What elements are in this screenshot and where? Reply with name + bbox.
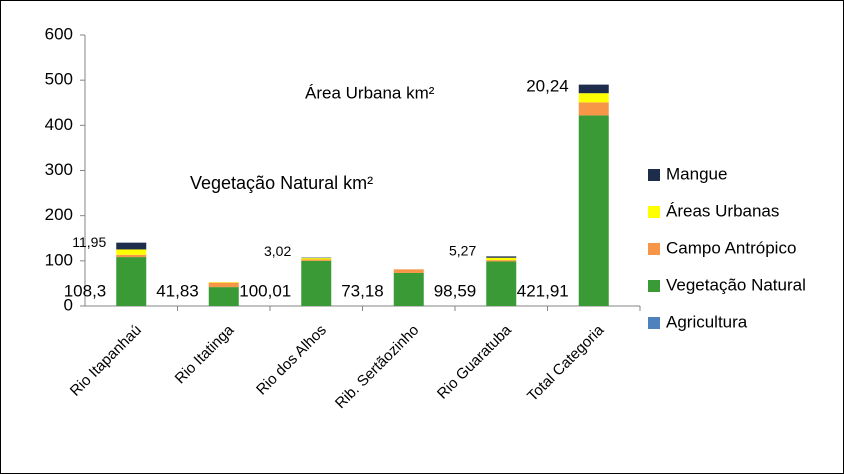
y-tick-label: 300 xyxy=(45,160,73,179)
legend-label: Campo Antrópico xyxy=(666,238,796,257)
bar-segment xyxy=(578,84,609,94)
bar-segment xyxy=(393,269,424,273)
y-tick-label: 600 xyxy=(45,24,73,43)
annotation: Área Urbana km² xyxy=(305,83,435,102)
bar-segment xyxy=(116,257,147,306)
bar-segment xyxy=(578,93,609,103)
data-label: 11,95 xyxy=(72,234,106,250)
legend-label: Mangue xyxy=(666,164,727,183)
bar-segment xyxy=(116,249,147,255)
bar-segment xyxy=(578,115,609,306)
bar-segment xyxy=(393,272,424,306)
legend-swatch xyxy=(648,169,660,181)
y-tick-label: 500 xyxy=(45,70,73,89)
bar-segment xyxy=(301,258,332,260)
data-label: 5,27 xyxy=(449,242,476,258)
y-tick-label: 200 xyxy=(45,205,73,224)
legend-label: Áreas Urbanas xyxy=(666,201,779,220)
y-tick-label: 400 xyxy=(45,115,73,134)
data-label: 3,02 xyxy=(264,243,291,259)
bar-segment xyxy=(486,260,517,262)
legend-label: Agricultura xyxy=(666,312,748,331)
legend-swatch xyxy=(648,243,660,255)
legend-swatch xyxy=(648,317,660,329)
bar-segment xyxy=(486,256,517,258)
bar-segment xyxy=(578,102,609,116)
data-label: 108,3 xyxy=(64,281,107,300)
data-label: 98,59 xyxy=(434,281,477,300)
data-label: 73,18 xyxy=(341,281,384,300)
bar-segment xyxy=(486,257,517,261)
y-tick-label: 100 xyxy=(45,250,73,269)
legend-swatch xyxy=(648,280,660,292)
bar-segment xyxy=(116,254,147,258)
annotation: Vegetação Natural km² xyxy=(190,173,373,193)
y-tick-label: 0 xyxy=(64,295,73,314)
data-label: 20,24 xyxy=(526,77,569,96)
bar-segment xyxy=(301,259,332,261)
legend-label: Vegetação Natural xyxy=(666,275,806,294)
data-label: 421,91 xyxy=(517,281,569,300)
bar-segment xyxy=(301,260,332,306)
bar-segment xyxy=(208,282,239,288)
data-label: 41,83 xyxy=(156,281,199,300)
bar-segment xyxy=(208,287,239,306)
legend-swatch xyxy=(648,206,660,218)
data-label: 100,01 xyxy=(239,281,291,300)
bar-segment xyxy=(486,261,517,306)
bar-segment xyxy=(116,242,147,250)
